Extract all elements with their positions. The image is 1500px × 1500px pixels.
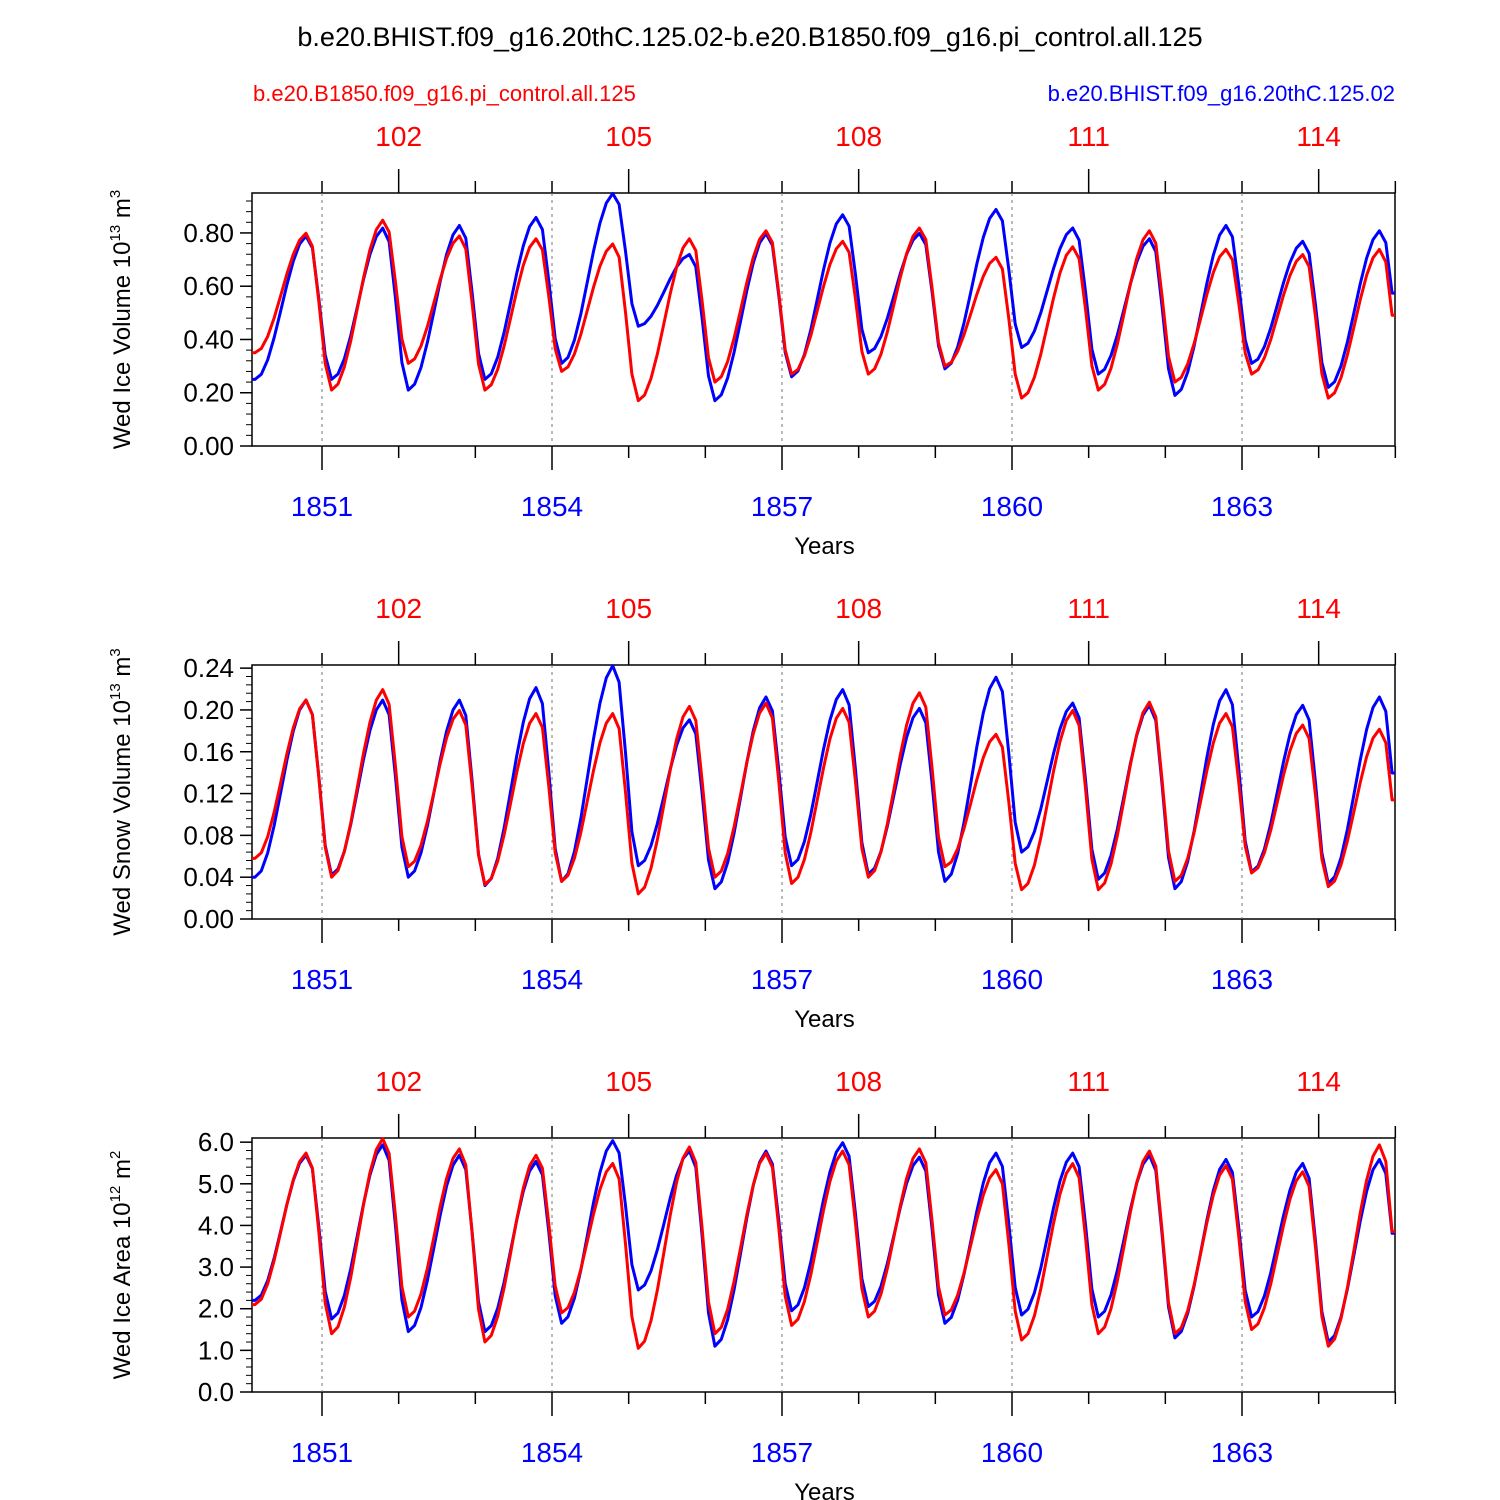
y-tick-label: 0.0: [198, 1377, 234, 1407]
x-top-label: 105: [605, 121, 652, 152]
x-bottom-label: 1863: [1211, 964, 1273, 995]
x-top-label: 105: [605, 593, 652, 624]
x-bottom-label: 1857: [751, 964, 813, 995]
x-top-label: 114: [1296, 593, 1341, 624]
y-tick-label: 1.0: [198, 1335, 234, 1365]
x-top-label: 102: [375, 121, 422, 152]
y-tick-label: 0.16: [183, 737, 234, 767]
x-bottom-label: 1854: [521, 1437, 583, 1468]
x-top-label: 111: [1067, 1066, 1110, 1097]
y-tick-label: 0.80: [183, 218, 234, 248]
x-top-label: 108: [835, 121, 882, 152]
x-top-label: 111: [1067, 121, 1110, 152]
series-line-hist: [252, 664, 1395, 891]
x-bottom-label: 1863: [1211, 491, 1273, 522]
series-line-control: [252, 218, 1395, 403]
y-tick-label: 4.0: [198, 1210, 234, 1240]
x-bottom-label: 1857: [751, 491, 813, 522]
x-top-label: 105: [605, 1066, 652, 1097]
x-bottom-label: 1860: [981, 1437, 1043, 1468]
x-top-label: 114: [1296, 121, 1341, 152]
y-tick-label: 6.0: [198, 1127, 234, 1157]
x-axis-label: Years: [794, 533, 855, 560]
x-top-label: 111: [1067, 593, 1110, 624]
y-tick-label: 0.20: [183, 378, 234, 408]
chart-panel-3: 0.0 1.0 2.0 3.0 4.0 5.0 6.0 1851 1854 1857 1860 186…: [107, 1066, 1397, 1500]
x-bottom-label: 1857: [751, 1437, 813, 1468]
y-tick-label: 2.0: [198, 1294, 234, 1324]
x-bottom-label: 1851: [291, 491, 353, 522]
legend-control-label: b.e20.B1850.f09_g16.pi_control.all.125: [253, 81, 636, 106]
legend-hist-label: b.e20.BHIST.f09_g16.20thC.125.02: [1048, 81, 1395, 106]
x-bottom-label: 1851: [291, 964, 353, 995]
figure-title: b.e20.BHIST.f09_g16.20thC.125.02-b.e20.B…: [297, 22, 1202, 52]
x-top-label: 108: [835, 593, 882, 624]
y-tick-label: 0.20: [183, 695, 234, 725]
series-line-control: [252, 1137, 1395, 1350]
y-tick-label: 0.12: [183, 779, 234, 809]
y-axis-label: Wed Snow Volume 1013 m3: [107, 648, 136, 935]
series-line-hist: [252, 192, 1395, 403]
plot-frame: [251, 1137, 1396, 1393]
y-axis-label: Wed Ice Area 1012 m2: [107, 1151, 136, 1380]
series-line-control: [252, 688, 1395, 896]
x-bottom-label: 1860: [981, 491, 1043, 522]
x-bottom-label: 1863: [1211, 1437, 1273, 1468]
plot-frame: [251, 664, 1396, 920]
chart-panel-1: 0.00 0.20 0.40 0.60 0.80 1851 1854 1857 1860 1863…: [107, 121, 1397, 560]
x-bottom-label: 1860: [981, 964, 1043, 995]
y-tick-label: 0.24: [183, 653, 234, 683]
x-bottom-label: 1851: [291, 1437, 353, 1468]
x-top-label: 108: [835, 1066, 882, 1097]
y-tick-label: 0.00: [183, 904, 234, 934]
x-axis-label: Years: [794, 1006, 855, 1033]
y-tick-label: 0.08: [183, 820, 234, 850]
x-bottom-label: 1854: [521, 964, 583, 995]
chart-panel-2: 0.00 0.04 0.08 0.12 0.16 0.20 0.24 1851 1854 1857…: [107, 593, 1397, 1033]
y-axis-label: Wed Ice Volume 1013 m3: [107, 190, 136, 449]
x-bottom-label: 1854: [521, 491, 583, 522]
y-tick-label: 3.0: [198, 1252, 234, 1282]
x-axis-label: Years: [794, 1479, 855, 1500]
x-top-label: 114: [1296, 1066, 1341, 1097]
x-top-label: 102: [375, 593, 422, 624]
y-tick-label: 5.0: [198, 1169, 234, 1199]
y-tick-label: 0.60: [183, 271, 234, 301]
y-tick-label: 0.04: [183, 862, 234, 892]
plot-frame: [251, 192, 1396, 447]
y-tick-label: 0.40: [183, 324, 234, 354]
x-top-label: 102: [375, 1066, 422, 1097]
y-tick-label: 0.00: [183, 431, 234, 461]
